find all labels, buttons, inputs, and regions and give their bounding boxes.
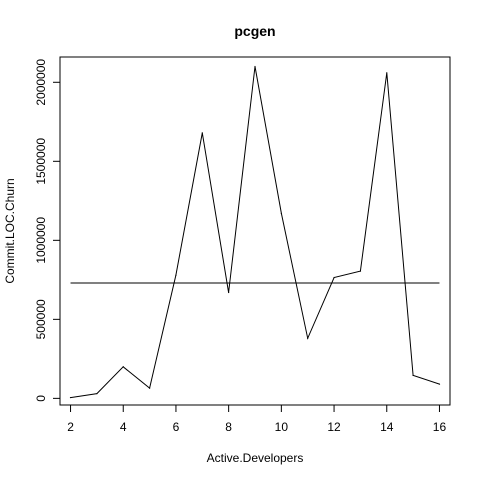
plot-frame — [59, 56, 451, 406]
data-point — [122, 366, 124, 368]
data-point — [307, 337, 309, 339]
y-tick-label: 0 — [34, 395, 48, 402]
data-point — [148, 387, 151, 389]
data-point — [438, 383, 441, 385]
x-tick-label: 16 — [433, 420, 447, 434]
data-point — [254, 65, 256, 68]
data-point — [412, 374, 414, 377]
x-tick-label: 6 — [173, 420, 180, 434]
data-point — [96, 393, 98, 395]
x-tick-label: 8 — [225, 420, 232, 434]
chart-title: pcgen — [234, 23, 275, 39]
data-point — [280, 212, 282, 215]
x-axis: 2 4 6 8 10 12 14 16 — [67, 404, 447, 434]
data-point — [201, 132, 203, 134]
x-tick-label: 4 — [120, 420, 127, 434]
data-point — [175, 274, 177, 276]
data-point — [359, 270, 362, 272]
x-tick-label: 2 — [67, 420, 74, 434]
x-tick-label: 14 — [380, 420, 394, 434]
y-axis-title: Commit.LOC.Churn — [3, 178, 17, 283]
data-point — [386, 72, 388, 74]
y-axis: 0 500000 1000000 1500000 2000000 — [34, 59, 61, 402]
x-axis-title: Active.Developers — [207, 451, 304, 465]
y-tick-label: 1000000 — [34, 217, 48, 264]
data-point — [333, 276, 335, 279]
x-tick-label: 10 — [275, 420, 289, 434]
series-line — [70, 66, 440, 399]
data-point — [69, 396, 72, 399]
series-points — [69, 65, 441, 399]
x-tick-label: 12 — [327, 420, 341, 434]
y-tick-label: 1500000 — [34, 138, 48, 185]
data-point — [228, 291, 230, 294]
y-tick-label: 500000 — [34, 299, 48, 339]
y-tick-label: 2000000 — [34, 59, 48, 106]
